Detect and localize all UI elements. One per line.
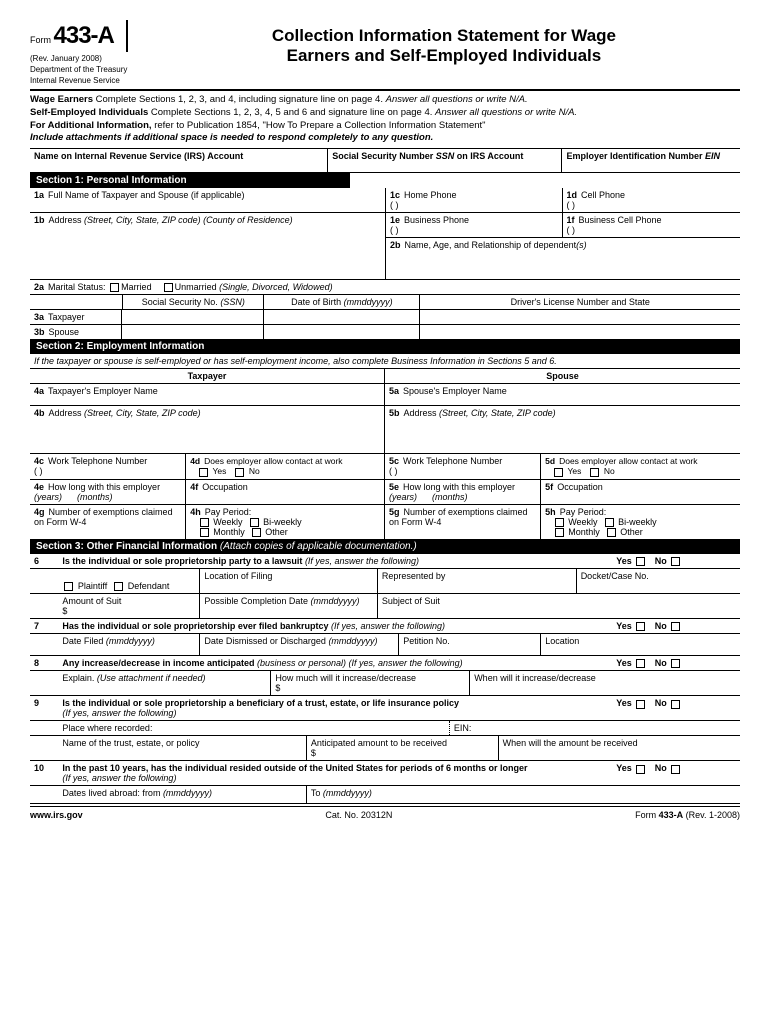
q7-sub: Date Filed (mmddyyyy) Date Dismissed or … <box>30 634 740 656</box>
field-5b: 5bAddress (Street, City, State, ZIP code… <box>385 406 740 453</box>
q9: 9 Is the individual or sole proprietorsh… <box>30 696 740 721</box>
q6-sub1: Plaintiff Defendant Location of Filing R… <box>30 569 740 594</box>
q10-sub: Dates lived abroad: from (mmddyyyy) To (… <box>30 786 740 804</box>
section1-header: Section 1: Personal Information <box>30 173 350 188</box>
q6-no[interactable] <box>671 557 680 566</box>
5d-no[interactable] <box>590 468 599 477</box>
unmarried-checkbox[interactable] <box>164 283 173 292</box>
q8-sub: Explain. (Use attachment if needed) How … <box>30 671 740 696</box>
field-4a: 4aTaxpayer's Employer Name <box>30 384 385 405</box>
q8-no[interactable] <box>671 659 680 668</box>
field-1b: 1bAddress (Street, City, State, ZIP code… <box>30 213 385 238</box>
form-irs: Internal Revenue Service <box>30 76 128 85</box>
q6-yes[interactable] <box>636 557 645 566</box>
field-1d: 1dCell Phone( ) <box>563 188 741 212</box>
4d-no[interactable] <box>235 468 244 477</box>
row-2b: 2bName, Age, and Relationship of depende… <box>30 238 740 280</box>
field-4g: 4gNumber of exemptions claimed on Form W… <box>30 505 186 539</box>
row-4g-4h-5g-5h: 4gNumber of exemptions claimed on Form W… <box>30 505 740 539</box>
q10-yes[interactable] <box>636 765 645 774</box>
account-row: Name on Internal Revenue Service (IRS) A… <box>30 149 740 173</box>
row-4c-4d-5c-5d: 4cWork Telephone Number( ) 4dDoes employ… <box>30 454 740 479</box>
section2-header: Section 2: Employment Information <box>30 339 740 354</box>
row-3a: 3aTaxpayer <box>30 310 740 325</box>
q6-sub2: Amount of Suit$ Possible Completion Date… <box>30 594 740 619</box>
field-5f: 5fOccupation <box>541 480 740 504</box>
field-2b: 2bName, Age, and Relationship of depende… <box>385 238 740 279</box>
form-label: Form <box>30 35 51 45</box>
q7-no[interactable] <box>671 622 680 631</box>
q6: 6 Is the individual or sole proprietorsh… <box>30 554 740 569</box>
ssn-on-account: Social Security Number SSN on IRS Accoun… <box>328 149 562 172</box>
row-3b: 3bSpouse <box>30 325 740 339</box>
row-4e-4f-5e-5f: 4eHow long with this employer(years) (mo… <box>30 480 740 505</box>
ssn-col: Social Security No. (SSN) <box>122 295 264 309</box>
s2-note: If the taxpayer or spouse is self-employ… <box>30 354 740 369</box>
q10-no[interactable] <box>671 765 680 774</box>
row-ssn-dob-dl-hdr: Social Security No. (SSN) Date of Birth … <box>30 295 740 310</box>
page-footer: www.irs.gov Cat. No. 20312N Form 433-A (… <box>30 806 740 820</box>
footer-form: Form 433-A (Rev. 1-2008) <box>635 810 740 820</box>
field-4e: 4eHow long with this employer(years) (mo… <box>30 480 186 504</box>
row-1b-1e-1f: 1bAddress (Street, City, State, ZIP code… <box>30 213 740 238</box>
form-number: 433-A <box>54 22 114 49</box>
field-4c: 4cWork Telephone Number( ) <box>30 454 186 478</box>
field-1c: 1cHome Phone( ) <box>385 188 563 212</box>
field-1e: 1eBusiness Phone( ) <box>385 213 563 238</box>
form-revision: (Rev. January 2008) <box>30 54 128 63</box>
q9-no[interactable] <box>671 700 680 709</box>
form-dept: Department of the Treasury <box>30 65 128 74</box>
ein-field: Employer Identification Number EIN <box>562 149 740 172</box>
field-4f: 4fOccupation <box>186 480 385 504</box>
q8: 8 Any increase/decrease in income antici… <box>30 656 740 671</box>
row-4a-5a: 4aTaxpayer's Employer Name 5aSpouse's Em… <box>30 384 740 406</box>
field-5d: 5dDoes employer allow contact at work Ye… <box>541 454 740 478</box>
form-header: Form 433-A (Rev. January 2008) Departmen… <box>30 20 740 91</box>
q9-sub1: Place where recorded: EIN: <box>30 721 740 736</box>
intro-text: Wage Earners Complete Sections 1, 2, 3, … <box>30 91 740 149</box>
field-5g: 5gNumber of exemptions claimed on Form W… <box>385 505 541 539</box>
5d-yes[interactable] <box>554 468 563 477</box>
q9-yes[interactable] <box>636 700 645 709</box>
defendant-cb[interactable] <box>114 582 123 591</box>
q8-yes[interactable] <box>636 659 645 668</box>
field-5a: 5aSpouse's Employer Name <box>385 384 740 405</box>
field-4d: 4dDoes employer allow contact at work Ye… <box>186 454 385 478</box>
field-1f: 1fBusiness Cell Phone( ) <box>563 213 741 238</box>
field-4b: 4bAddress (Street, City, State, ZIP code… <box>30 406 385 453</box>
footer-cat: Cat. No. 20312N <box>325 810 392 820</box>
footer-url: www.irs.gov <box>30 810 83 820</box>
field-3b: 3bSpouse <box>30 325 122 339</box>
form-id-box: Form 433-A (Rev. January 2008) Departmen… <box>30 20 128 85</box>
field-3a: 3aTaxpayer <box>30 310 122 324</box>
q10: 10 In the past 10 years, has the individ… <box>30 761 740 786</box>
section3-header: Section 3: Other Financial Information (… <box>30 539 740 554</box>
field-4h: 4hPay Period: Weekly Bi-weekly Monthly O… <box>186 505 385 539</box>
4d-yes[interactable] <box>199 468 208 477</box>
dob-col: Date of Birth (mmddyyyy) <box>264 295 420 309</box>
married-checkbox[interactable] <box>110 283 119 292</box>
field-5c: 5cWork Telephone Number( ) <box>385 454 541 478</box>
dl-col: Driver's License Number and State <box>420 295 740 309</box>
field-5e: 5eHow long with this employer(years) (mo… <box>385 480 541 504</box>
q7: 7 Has the individual or sole proprietors… <box>30 619 740 634</box>
plaintiff-cb[interactable] <box>64 582 73 591</box>
q9-sub2: Name of the trust, estate, or policy Ant… <box>30 736 740 761</box>
row-4b-5b: 4bAddress (Street, City, State, ZIP code… <box>30 406 740 454</box>
q7-yes[interactable] <box>636 622 645 631</box>
row-1a-1c-1d: 1aFull Name of Taxpayer and Spouse (if a… <box>30 188 740 213</box>
field-1a: 1aFull Name of Taxpayer and Spouse (if a… <box>30 188 385 212</box>
field-5h: 5hPay Period: Weekly Bi-weekly Monthly O… <box>541 505 740 539</box>
form-title: Collection Information Statement for Wag… <box>148 20 740 67</box>
name-on-account: Name on Internal Revenue Service (IRS) A… <box>30 149 328 172</box>
field-2a: 2aMarital Status: Married Unmarried (Sin… <box>30 280 740 294</box>
s2-cols: Taxpayer Spouse <box>30 369 740 384</box>
row-2a: 2aMarital Status: Married Unmarried (Sin… <box>30 280 740 295</box>
